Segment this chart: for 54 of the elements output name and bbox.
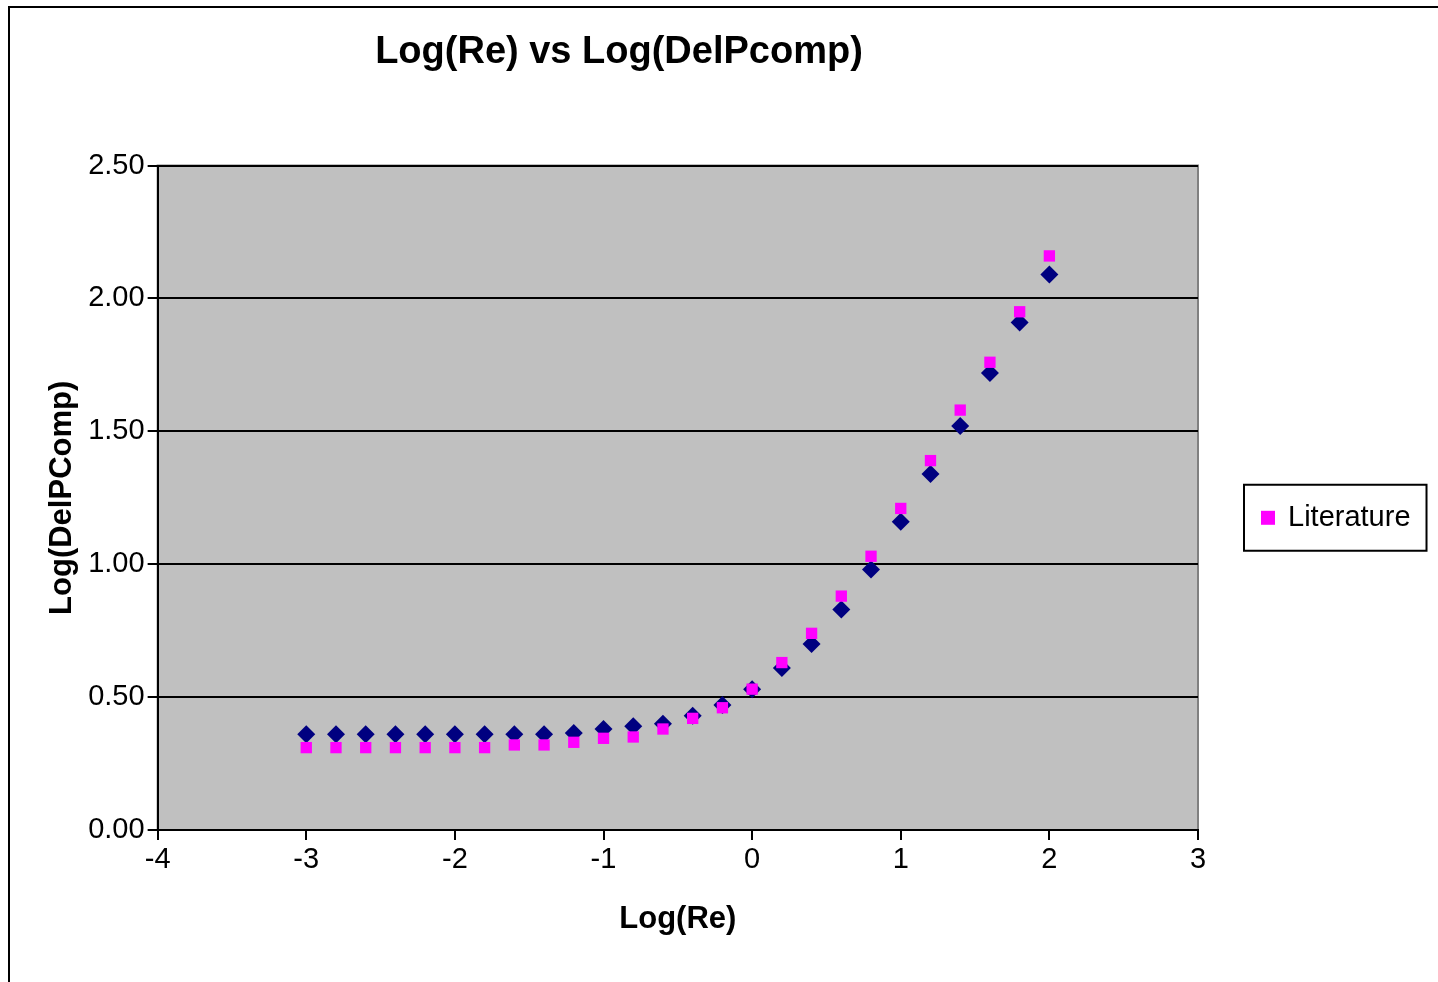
point (597, 732, 610, 744)
point (627, 731, 639, 743)
point (865, 550, 877, 562)
x-axis-title: Log(Re) (619, 899, 737, 935)
point (300, 741, 312, 754)
point (862, 560, 881, 579)
point (951, 417, 970, 436)
point (568, 736, 580, 748)
x-tick-label: -2 (441, 842, 468, 875)
point (835, 590, 847, 602)
x-tick-label: 2 (1041, 842, 1058, 875)
y-tick-label: 2.50 (88, 147, 145, 180)
point (475, 725, 494, 744)
point (805, 627, 818, 639)
point (832, 600, 851, 619)
point (445, 725, 464, 744)
point (297, 725, 316, 744)
legend-label: Literature (1288, 499, 1411, 532)
point (508, 739, 520, 751)
x-tick-label: -4 (144, 842, 171, 875)
point (657, 723, 669, 735)
y-tick-label: 0.50 (88, 679, 145, 712)
point (386, 725, 405, 744)
x-tick-label: -3 (293, 842, 320, 875)
point (1014, 306, 1026, 318)
point (891, 512, 910, 531)
point (419, 741, 431, 754)
point (356, 725, 375, 744)
point (416, 725, 435, 744)
point (478, 741, 491, 754)
x-tick-label: 3 (1189, 842, 1207, 875)
y-axis-title: Log(DelPComp) (43, 380, 79, 615)
point (984, 356, 996, 368)
x-tick-label: 1 (892, 842, 909, 875)
point (1040, 265, 1059, 284)
x-tick-label: 0 (744, 842, 761, 875)
point (449, 741, 461, 754)
point (921, 464, 940, 483)
point (538, 739, 550, 751)
point (330, 741, 342, 754)
y-tick-label: 2.00 (88, 280, 145, 313)
point (1043, 250, 1056, 262)
point (954, 404, 966, 416)
point (776, 656, 788, 669)
x-tick-label: -1 (590, 842, 617, 875)
y-tick-label: 1.00 (88, 546, 145, 579)
chart-title: Log(Re) vs Log(DelPcomp) (375, 29, 863, 72)
point (360, 741, 372, 754)
point (389, 741, 402, 754)
y-tick-label: 1.50 (88, 413, 145, 446)
point (326, 725, 345, 744)
y-tick-label: 0.00 (88, 812, 145, 844)
point (895, 502, 907, 515)
point (924, 454, 937, 467)
